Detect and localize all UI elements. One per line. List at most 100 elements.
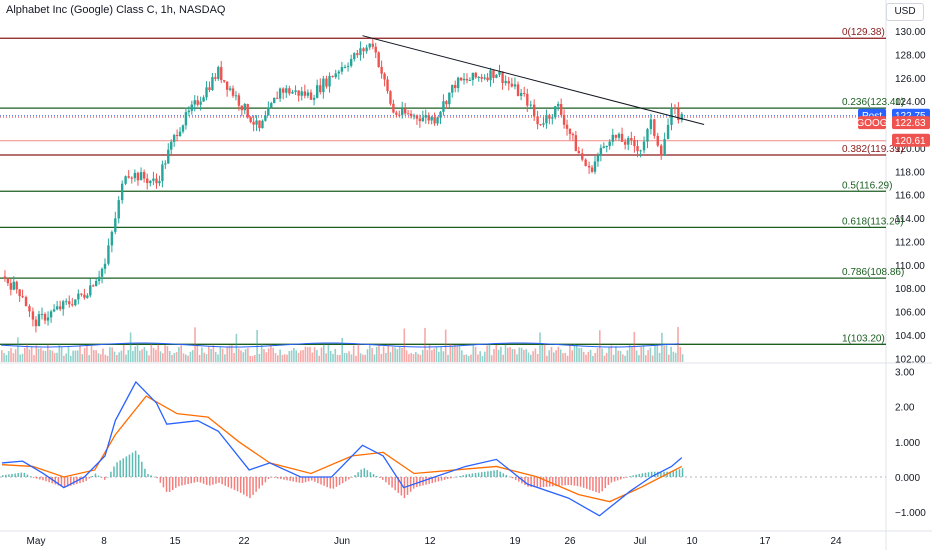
volume-bar (148, 355, 150, 362)
volume-bar (327, 345, 330, 362)
candle-body (415, 115, 419, 119)
volume-bar (502, 354, 504, 362)
volume-bar (143, 346, 146, 362)
candle-body (356, 53, 359, 56)
macd-histogram-bar (638, 473, 641, 477)
price-tag-label: GOOG (856, 118, 887, 129)
volume-bar (631, 346, 633, 362)
price-tick-label: 114.00 (895, 214, 925, 225)
volume-bar (111, 347, 113, 362)
volume-bar (576, 345, 578, 362)
volume-bar (251, 355, 254, 362)
macd-histogram-bar (382, 477, 384, 480)
volume-bar (3, 353, 5, 362)
volume-bar (7, 351, 10, 362)
volume-bar (86, 346, 88, 362)
volume-bar (458, 345, 461, 362)
volume-bar (594, 353, 596, 362)
candle-body (164, 163, 167, 165)
candle-body (220, 67, 223, 81)
macd-histogram-bar (629, 476, 631, 477)
candle-body (133, 172, 137, 179)
volume-bar (408, 354, 410, 362)
price-tick-label: 112.00 (895, 237, 925, 248)
macd-histogram-bar (360, 469, 362, 477)
candle-body (468, 80, 472, 82)
candle-body (146, 178, 149, 184)
candle-body (217, 67, 220, 79)
volume-bar (290, 350, 293, 362)
candle-body (368, 43, 371, 48)
candle-body (439, 111, 442, 118)
candle-body (275, 97, 279, 99)
volume-bar (419, 354, 422, 362)
candle-body (551, 117, 554, 119)
candle-body (175, 135, 179, 137)
macd-histogram-bar (73, 477, 75, 485)
macd-histogram-bar (372, 474, 375, 477)
volume-bar (63, 355, 65, 362)
candle-body (599, 147, 603, 156)
time-tick-label: 26 (564, 536, 576, 547)
volume-bar (295, 350, 297, 362)
volume-bar (681, 354, 684, 362)
macd-histogram-bar (137, 454, 140, 477)
price-tag-value-box (892, 116, 930, 130)
macd-histogram-bar (524, 477, 526, 486)
macd-histogram-bar (147, 473, 149, 477)
time-tick-label: 10 (686, 536, 698, 547)
volume-bar (311, 352, 314, 362)
candle-body (117, 200, 120, 219)
candle-body (436, 117, 439, 124)
candle-body (389, 91, 392, 104)
volume-bar (281, 354, 284, 362)
candle-body (97, 276, 101, 281)
macd-histogram-bar (162, 477, 165, 488)
macd-histogram-bar (505, 474, 508, 477)
volume-bar (564, 352, 567, 362)
volume-bar (348, 351, 350, 362)
macd-histogram-bar (468, 473, 471, 477)
macd-histogram-bar (409, 477, 412, 492)
candle-body (608, 141, 611, 147)
macd-histogram-bar (391, 477, 393, 488)
candle-body (353, 53, 356, 60)
volume-bar (129, 332, 132, 362)
volume-bar (507, 347, 509, 362)
volume-bar (182, 353, 185, 362)
macd-histogram-bar (193, 477, 196, 483)
candle-body (630, 138, 633, 141)
candle-body (170, 141, 173, 150)
volume-bar (359, 353, 362, 362)
candle-body (395, 112, 398, 115)
candle-body (199, 101, 202, 105)
volume-bar (145, 350, 148, 362)
volume-bar (580, 347, 583, 362)
volume-bar (56, 352, 58, 362)
volume-bar (81, 354, 84, 362)
macd-histogram-bar (246, 477, 248, 497)
macd-histogram-bar (17, 473, 19, 477)
volume-bar (237, 348, 240, 362)
time-tick-label: Jul (634, 536, 647, 547)
candle-body (562, 114, 566, 125)
price-tick-label: 118.00 (895, 167, 925, 178)
volume-bar (601, 348, 603, 362)
volume-bar (366, 349, 369, 362)
candle-body (346, 65, 350, 67)
volume-bar (180, 345, 182, 362)
time-tick-label: 24 (830, 536, 842, 547)
candle-body (548, 115, 551, 119)
volume-bar (550, 346, 553, 362)
macd-histogram-bar (233, 477, 236, 490)
macd-histogram-bar (332, 477, 335, 489)
volume-bar (40, 348, 42, 362)
candle-body (462, 78, 466, 81)
candle-body (89, 285, 92, 296)
macd-histogram-bar (576, 477, 579, 487)
volume-bar (651, 355, 654, 362)
candle-body (249, 117, 252, 122)
macd-histogram-bar (366, 470, 369, 477)
volume-bar (24, 347, 26, 362)
